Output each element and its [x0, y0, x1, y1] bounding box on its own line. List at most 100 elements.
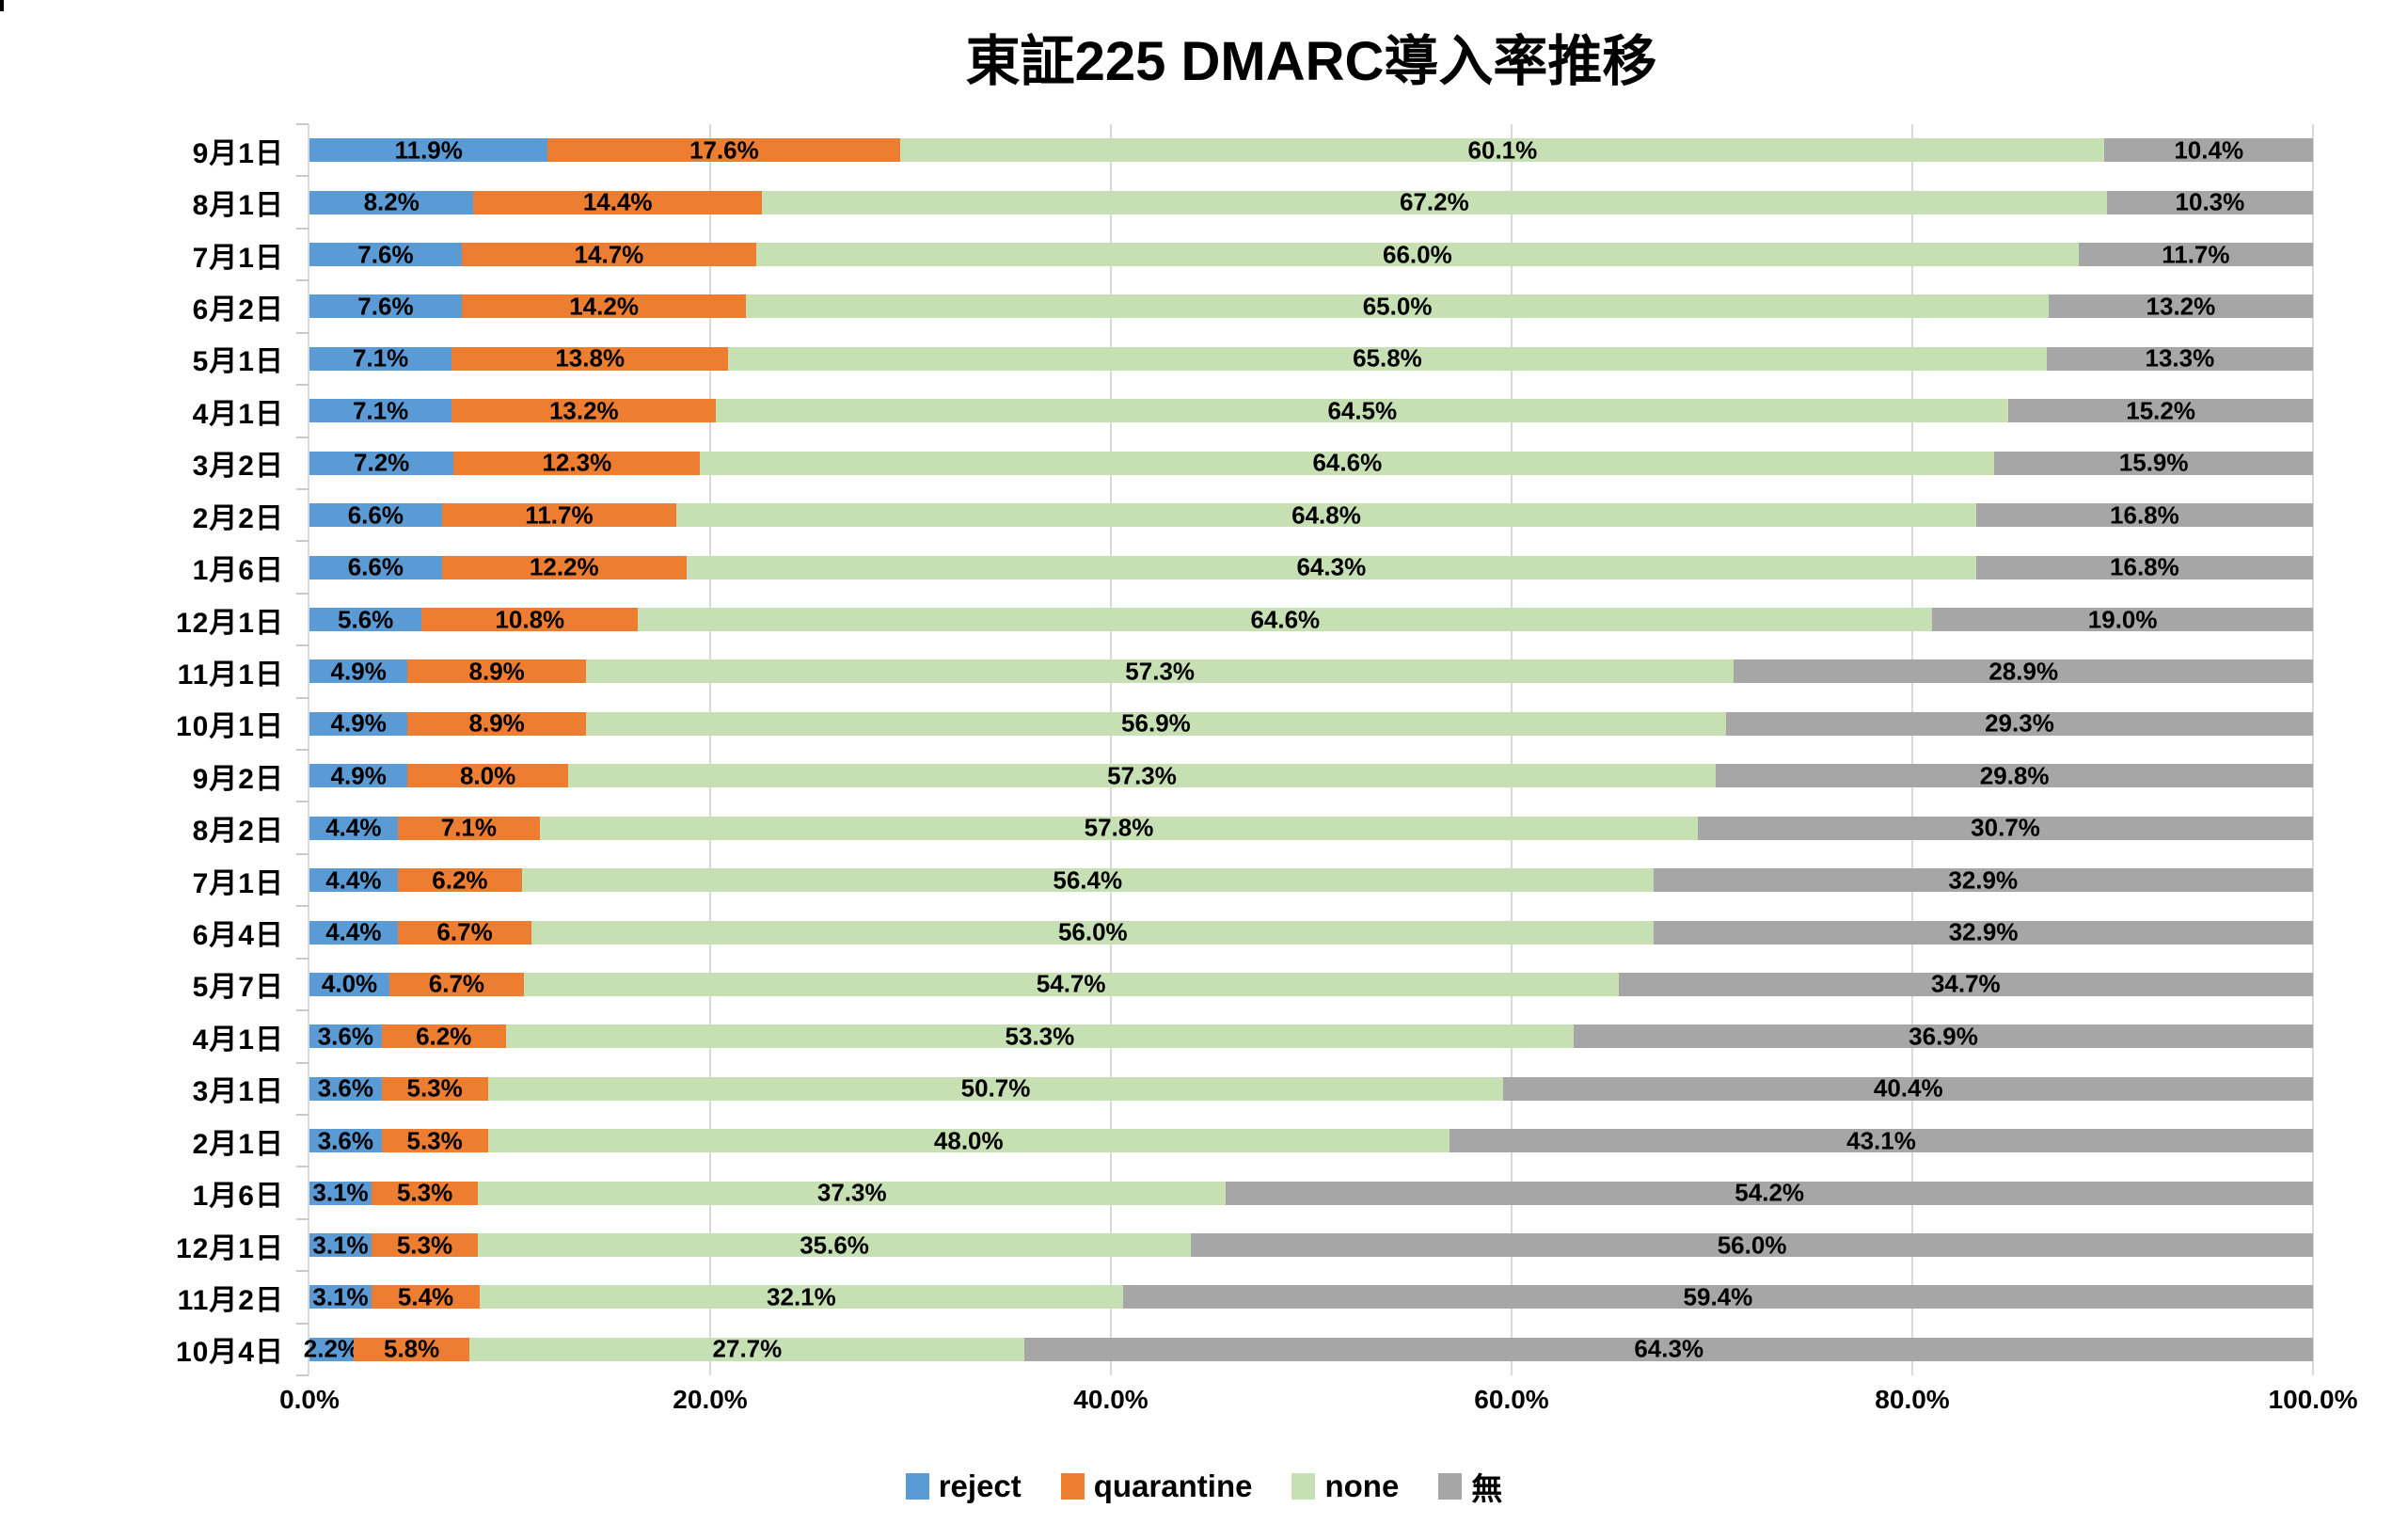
- bar-row: 3.6% 5.3% 48.0% 43.1%: [309, 1115, 2314, 1167]
- bar-segment-quarantine: 13.2%: [452, 396, 717, 424]
- legend-label: quarantine: [1093, 1469, 1253, 1503]
- data-label: 34.7%: [1930, 969, 2001, 998]
- data-label: 3.1%: [312, 1178, 369, 1207]
- data-label: 7.6%: [357, 292, 414, 321]
- bar-segment-無: 29.8%: [1716, 761, 2313, 790]
- bar-segment-無: 28.9%: [1734, 657, 2313, 686]
- data-label: 3.6%: [317, 1126, 373, 1155]
- legend-item-無: 無: [1438, 1464, 1502, 1509]
- data-label: 59.4%: [1683, 1282, 1753, 1311]
- bar-segment-quarantine: 6.2%: [381, 1022, 506, 1050]
- data-label: 48.0%: [933, 1126, 1004, 1155]
- category-label: 9月2日: [192, 763, 284, 795]
- bar-segment-quarantine: 14.4%: [473, 188, 762, 216]
- bar-segment-reject: 6.6%: [309, 552, 442, 581]
- stacked-bar: 7.1% 13.2% 64.5% 15.2%: [309, 396, 2313, 425]
- x-axis-tick-label: 0.0%: [279, 1385, 340, 1414]
- data-label: 5.6%: [338, 605, 394, 633]
- category-label: 2月2日: [192, 502, 284, 534]
- bar-segment-reject: 7.6%: [309, 292, 462, 321]
- legend-item-none: none: [1291, 1469, 1399, 1504]
- data-label: 3.6%: [317, 1073, 373, 1103]
- data-label: 64.3%: [1634, 1334, 1704, 1363]
- data-label: 30.7%: [1971, 813, 2040, 842]
- bar-segment-reject: 4.4%: [309, 918, 398, 946]
- bar-row: 7.1% 13.2% 64.5% 15.2%: [309, 385, 2313, 437]
- category-label: 4月1日: [192, 398, 284, 430]
- bar-segment-無: 54.2%: [1226, 1179, 2313, 1207]
- data-label: 8.2%: [363, 187, 420, 216]
- data-label: 57.3%: [1107, 761, 1177, 790]
- data-label: 28.9%: [1988, 657, 2059, 686]
- data-label: 10.8%: [495, 605, 565, 633]
- data-label: 13.8%: [555, 343, 626, 373]
- stacked-bar: 3.6% 5.3% 48.0% 43.1%: [309, 1126, 2314, 1155]
- bar-segment-reject: 4.9%: [309, 657, 408, 686]
- data-label: 5.3%: [406, 1073, 463, 1103]
- data-label: 4.9%: [330, 761, 387, 790]
- data-label: 16.8%: [2110, 552, 2179, 581]
- bar-segment-none: 65.8%: [728, 344, 2047, 373]
- data-label: 10.4%: [2174, 135, 2244, 165]
- category-tick: [296, 957, 309, 960]
- gridline: [2312, 124, 2314, 1375]
- stacked-bar: 7.6% 14.7% 66.0% 11.7%: [309, 240, 2313, 268]
- bar-row: 4.4% 6.2% 56.4% 32.9%: [309, 854, 2313, 906]
- stacked-bar: 2.2% 5.8% 27.7% 64.3%: [304, 1334, 2314, 1363]
- bar-segment-none: 48.0%: [487, 1126, 1450, 1155]
- bar-segment-none: 56.0%: [531, 918, 1655, 946]
- stacked-bar: 3.1% 5.3% 35.6% 56.0%: [309, 1230, 2313, 1260]
- stacked-bar: 3.1% 5.3% 37.3% 54.2%: [309, 1178, 2313, 1207]
- bar-segment-無: 16.8%: [1975, 552, 2314, 581]
- bar-row: 4.4% 6.7% 56.0% 32.9%: [309, 906, 2313, 958]
- bar-segment-無: 36.9%: [1574, 1022, 2314, 1050]
- bar-segment-none: 64.6%: [638, 605, 1933, 633]
- data-label: 4.4%: [325, 813, 382, 842]
- bar-segment-quarantine: 12.3%: [453, 449, 701, 477]
- bar-segment-quarantine: 5.3%: [372, 1230, 478, 1259]
- data-label: 64.3%: [1296, 552, 1367, 581]
- data-label: 12.2%: [529, 552, 599, 581]
- data-label: 3.1%: [312, 1282, 369, 1311]
- bar-row: 3.1% 5.3% 35.6% 56.0%: [309, 1219, 2313, 1271]
- data-label: 5.3%: [406, 1126, 463, 1155]
- data-label: 6.6%: [347, 552, 404, 581]
- bar-segment-reject: 7.6%: [309, 240, 462, 268]
- data-label: 7.1%: [352, 396, 409, 425]
- category-label: 12月1日: [175, 1232, 284, 1264]
- data-label: 4.9%: [330, 657, 387, 686]
- stacked-bar: 7.2% 12.3% 64.6% 15.9%: [309, 449, 2313, 477]
- bar-segment-無: 11.7%: [2078, 240, 2313, 268]
- data-label: 35.6%: [800, 1230, 869, 1260]
- category-tick: [296, 175, 309, 178]
- bar-row: 6.6% 11.7% 64.8% 16.8%: [309, 489, 2313, 541]
- category-label: 1月6日: [192, 1181, 284, 1213]
- stacked-bar: 6.6% 11.7% 64.8% 16.8%: [309, 500, 2313, 529]
- bar-row: 7.2% 12.3% 64.6% 15.9%: [309, 437, 2313, 489]
- bar-row: 4.9% 8.9% 57.3% 28.9%: [309, 645, 2313, 697]
- bar-segment-none: 60.1%: [900, 135, 2105, 164]
- data-label: 37.3%: [816, 1178, 887, 1207]
- bar-segment-quarantine: 8.9%: [407, 657, 586, 685]
- bar-segment-quarantine: 5.3%: [381, 1073, 488, 1103]
- bar-segment-無: 40.4%: [1503, 1074, 2313, 1103]
- bar-segment-reject: 8.2%: [309, 187, 474, 216]
- data-label: 29.3%: [1985, 708, 2054, 738]
- x-axis: 0.0% 20.0% 40.0% 60.0% 80.0% 100.0%: [0, 1385, 2408, 1422]
- gridline: [1110, 124, 1112, 1375]
- data-label: 43.1%: [1846, 1126, 1916, 1155]
- bar-segment-none: 65.0%: [746, 292, 2049, 320]
- x-axis-tick-label: 40.0%: [1073, 1385, 1149, 1414]
- data-label: 29.8%: [1979, 761, 2050, 790]
- data-label: 53.3%: [1005, 1022, 1075, 1051]
- corner-artifact: [0, 0, 4, 11]
- bar-segment-reject: 11.9%: [309, 135, 548, 164]
- data-label: 3.6%: [317, 1022, 373, 1051]
- bar-segment-reject: 3.6%: [309, 1022, 382, 1051]
- data-label: 57.3%: [1125, 657, 1196, 686]
- category-label: 9月1日: [192, 137, 284, 169]
- category-tick: [296, 487, 309, 490]
- data-label: 6.7%: [428, 969, 485, 998]
- category-tick: [296, 1061, 309, 1064]
- data-label: 5.3%: [396, 1178, 453, 1207]
